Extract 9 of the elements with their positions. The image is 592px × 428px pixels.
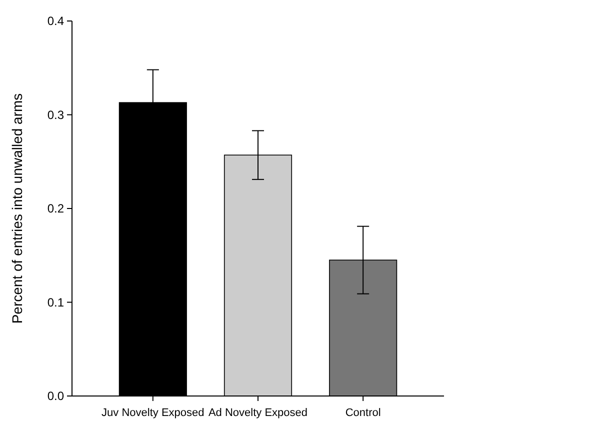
- y-tick-label: 0.3: [47, 108, 64, 122]
- x-tick-label: Ad Novelty Exposed: [208, 407, 308, 419]
- x-tick-label: Control: [345, 407, 381, 419]
- y-tick-label: 0.0: [47, 389, 64, 404]
- y-axis-title: Percent of entries into unwalled arms: [9, 93, 25, 324]
- x-tick-label: Juv Novelty Exposed: [102, 407, 204, 419]
- y-tick-label: 0.2: [47, 202, 64, 216]
- y-tick-label: 0.4: [47, 14, 64, 28]
- y-tick-label: 0.1: [47, 295, 64, 310]
